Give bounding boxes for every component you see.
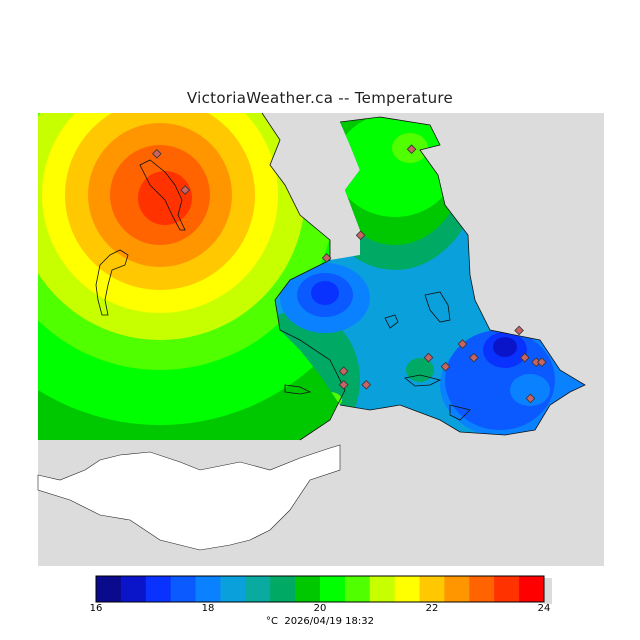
station-markers (152, 144, 547, 404)
coastlines (95, 112, 586, 441)
legend-caption: °C 2026/04/19 18:32 (0, 616, 640, 627)
colorbar-swatch (295, 576, 321, 602)
colorbar-swatch (444, 576, 470, 602)
colorbar-swatch (369, 576, 396, 602)
colorbar-swatch (170, 576, 197, 602)
map-title: VictoriaWeather.ca -- Temperature (186, 89, 454, 107)
temperature-colorbar (95, 575, 552, 604)
legend-tick-20: 20 (313, 603, 327, 614)
station-marker (514, 325, 524, 336)
colorbar-swatch (195, 576, 221, 602)
colorbar-swatch (519, 576, 545, 602)
colorbar-swatch (494, 576, 520, 602)
station-marker (519, 352, 530, 363)
colorbar-swatch (270, 576, 296, 602)
colorbar-swatch (469, 576, 495, 602)
station-marker (355, 230, 366, 241)
colorbar-swatch (419, 576, 445, 602)
station-marker (423, 352, 434, 363)
station-marker (180, 185, 190, 195)
legend-tick-22: 22 (425, 603, 439, 614)
station-marker (338, 366, 349, 377)
station-marker (338, 379, 349, 390)
legend-datetime: 2026/04/19 18:32 (284, 616, 374, 627)
station-marker (525, 393, 536, 404)
station-marker (361, 379, 372, 390)
colorbar-swatch (245, 576, 271, 602)
legend-tick-16: 16 (89, 603, 103, 614)
colorbar-swatch (96, 576, 122, 602)
colorbar-swatch (394, 576, 421, 602)
legend-tick-24: 24 (537, 603, 551, 614)
colorbar-swatch (145, 576, 172, 602)
station-marker (152, 148, 162, 159)
station-marker (531, 357, 541, 367)
colorbar-swatch (120, 576, 147, 602)
station-marker (457, 339, 468, 349)
station-marker (321, 253, 332, 263)
station-marker (440, 361, 451, 372)
station-marker (536, 357, 547, 367)
colorbar-frame (95, 575, 545, 603)
station-marker (406, 144, 417, 155)
legend-unit: °C (266, 616, 278, 627)
station-marker (469, 352, 479, 363)
colorbar-shadow (544, 578, 552, 604)
colorbar-swatch (344, 576, 371, 602)
legend-tick-18: 18 (201, 603, 215, 614)
colorbar-swatch (220, 576, 246, 602)
land-south (37, 444, 341, 551)
colorbar-swatch (320, 576, 346, 602)
